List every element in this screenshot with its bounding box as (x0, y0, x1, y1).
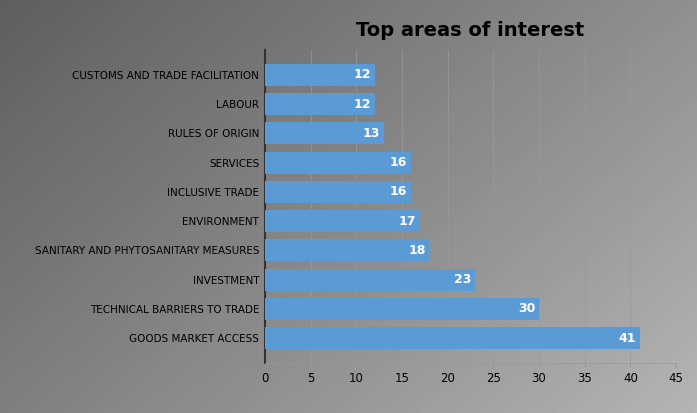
Bar (265, 181, 411, 203)
Bar (265, 64, 374, 86)
Bar (265, 269, 475, 291)
Bar (265, 93, 374, 115)
Text: 12: 12 (353, 68, 371, 81)
Text: 16: 16 (390, 185, 408, 198)
Text: 23: 23 (454, 273, 471, 286)
Title: Top areas of interest: Top areas of interest (356, 21, 585, 40)
Text: 30: 30 (518, 302, 535, 316)
Bar (265, 240, 429, 261)
Bar (265, 122, 383, 144)
Text: 18: 18 (408, 244, 426, 257)
Bar (265, 210, 420, 232)
Bar (265, 327, 640, 349)
Text: 12: 12 (353, 97, 371, 111)
Text: 17: 17 (399, 215, 417, 228)
Text: 13: 13 (362, 127, 380, 140)
Bar (265, 298, 539, 320)
Text: 41: 41 (618, 332, 636, 345)
Text: 16: 16 (390, 156, 408, 169)
Bar (265, 152, 411, 173)
